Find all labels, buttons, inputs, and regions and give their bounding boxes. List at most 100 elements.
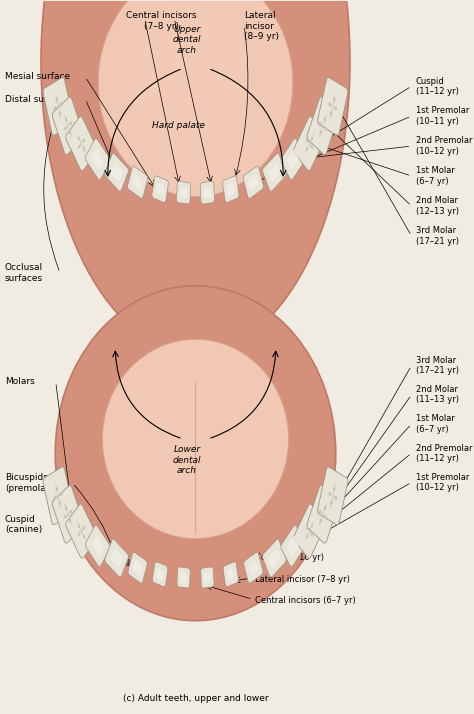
FancyBboxPatch shape: [307, 486, 339, 543]
Text: Central incisors (6–7 yr): Central incisors (6–7 yr): [255, 596, 356, 605]
Text: Lateral incisor (7–8 yr): Lateral incisor (7–8 yr): [255, 575, 350, 584]
Ellipse shape: [102, 339, 289, 539]
Text: 2nd Premolar
(11–12 yr): 2nd Premolar (11–12 yr): [416, 443, 472, 463]
Circle shape: [70, 121, 72, 126]
FancyBboxPatch shape: [111, 164, 122, 181]
Circle shape: [319, 130, 322, 134]
Circle shape: [324, 118, 326, 121]
FancyBboxPatch shape: [294, 116, 325, 171]
FancyBboxPatch shape: [43, 77, 73, 135]
FancyBboxPatch shape: [281, 525, 306, 567]
Circle shape: [65, 118, 67, 121]
Circle shape: [324, 515, 327, 519]
Text: 1st Molar
(6–7 yr): 1st Molar (6–7 yr): [416, 414, 455, 433]
Text: Central incisors
(7–8 yr): Central incisors (7–8 yr): [127, 11, 197, 31]
FancyBboxPatch shape: [85, 139, 110, 180]
FancyBboxPatch shape: [204, 187, 211, 198]
FancyBboxPatch shape: [152, 176, 168, 203]
FancyBboxPatch shape: [91, 149, 104, 169]
FancyBboxPatch shape: [128, 552, 147, 583]
Circle shape: [82, 526, 85, 530]
FancyBboxPatch shape: [176, 181, 191, 204]
FancyBboxPatch shape: [156, 568, 164, 580]
Circle shape: [330, 111, 332, 116]
FancyBboxPatch shape: [318, 467, 348, 525]
FancyBboxPatch shape: [111, 549, 122, 567]
FancyBboxPatch shape: [180, 187, 187, 198]
Circle shape: [78, 145, 80, 149]
FancyBboxPatch shape: [200, 181, 214, 204]
Circle shape: [311, 524, 313, 528]
FancyBboxPatch shape: [318, 77, 348, 135]
Text: Hard palate: Hard palate: [152, 121, 205, 130]
Text: Lower
dental
arch: Lower dental arch: [173, 446, 201, 476]
FancyBboxPatch shape: [243, 166, 264, 198]
Ellipse shape: [41, 0, 350, 353]
Text: Distal surface: Distal surface: [5, 94, 67, 104]
Circle shape: [58, 501, 61, 505]
FancyBboxPatch shape: [307, 97, 339, 155]
Ellipse shape: [55, 286, 336, 620]
FancyBboxPatch shape: [263, 539, 286, 577]
Text: Lateral
incisor
(8–9 yr): Lateral incisor (8–9 yr): [244, 11, 279, 41]
Circle shape: [69, 130, 72, 134]
Circle shape: [333, 97, 336, 101]
Text: 1st Molar
(6–7 yr): 1st Molar (6–7 yr): [416, 166, 455, 186]
Circle shape: [60, 492, 63, 496]
Circle shape: [83, 535, 85, 538]
FancyBboxPatch shape: [227, 568, 235, 580]
FancyBboxPatch shape: [66, 504, 97, 558]
FancyBboxPatch shape: [223, 176, 239, 203]
Circle shape: [324, 126, 327, 131]
Circle shape: [78, 532, 80, 536]
FancyBboxPatch shape: [287, 149, 299, 169]
Ellipse shape: [98, 0, 293, 196]
Circle shape: [324, 506, 326, 510]
Text: Mesial surface: Mesial surface: [5, 72, 70, 81]
FancyBboxPatch shape: [180, 573, 187, 583]
Circle shape: [335, 496, 337, 500]
FancyBboxPatch shape: [248, 175, 258, 190]
Text: 2nd Premolar
(10–12 yr): 2nd Premolar (10–12 yr): [416, 136, 472, 156]
FancyBboxPatch shape: [177, 567, 190, 588]
Circle shape: [319, 121, 321, 126]
FancyBboxPatch shape: [244, 552, 263, 583]
Text: Cuspid
(11–12 yr): Cuspid (11–12 yr): [416, 76, 458, 96]
FancyBboxPatch shape: [201, 567, 214, 588]
FancyBboxPatch shape: [153, 562, 168, 587]
FancyBboxPatch shape: [227, 183, 235, 196]
Circle shape: [319, 518, 322, 523]
Ellipse shape: [124, 4, 251, 133]
Circle shape: [306, 147, 308, 151]
Text: Upper
dental
arch: Upper dental arch: [173, 25, 201, 55]
Text: Cuspid
(canine): Cuspid (canine): [5, 515, 42, 534]
Circle shape: [78, 524, 80, 528]
FancyBboxPatch shape: [281, 139, 306, 180]
Circle shape: [328, 102, 331, 106]
Circle shape: [306, 535, 308, 538]
FancyBboxPatch shape: [52, 486, 84, 543]
FancyBboxPatch shape: [248, 560, 258, 575]
Text: 3rd Molar
(17–21 yr): 3rd Molar (17–21 yr): [416, 226, 459, 246]
FancyBboxPatch shape: [105, 154, 128, 191]
Circle shape: [54, 106, 56, 110]
Circle shape: [328, 492, 331, 496]
Text: 2nd Molar
(12–13 yr): 2nd Molar (12–13 yr): [416, 196, 459, 216]
Circle shape: [330, 501, 332, 505]
Text: Molars: Molars: [5, 378, 35, 386]
FancyBboxPatch shape: [52, 97, 84, 155]
Circle shape: [83, 147, 85, 151]
Text: 3rd Molar
(17–21 yr): 3rd Molar (17–21 yr): [416, 356, 459, 376]
Circle shape: [311, 136, 313, 140]
FancyBboxPatch shape: [204, 573, 211, 583]
Circle shape: [69, 518, 72, 523]
Circle shape: [333, 487, 336, 491]
Circle shape: [54, 496, 56, 500]
Text: Cuspid (9–10 yr): Cuspid (9–10 yr): [255, 553, 324, 563]
Circle shape: [70, 510, 72, 514]
Circle shape: [82, 139, 85, 143]
Circle shape: [58, 111, 61, 116]
FancyBboxPatch shape: [128, 166, 148, 198]
Circle shape: [78, 136, 80, 140]
FancyBboxPatch shape: [287, 536, 299, 556]
